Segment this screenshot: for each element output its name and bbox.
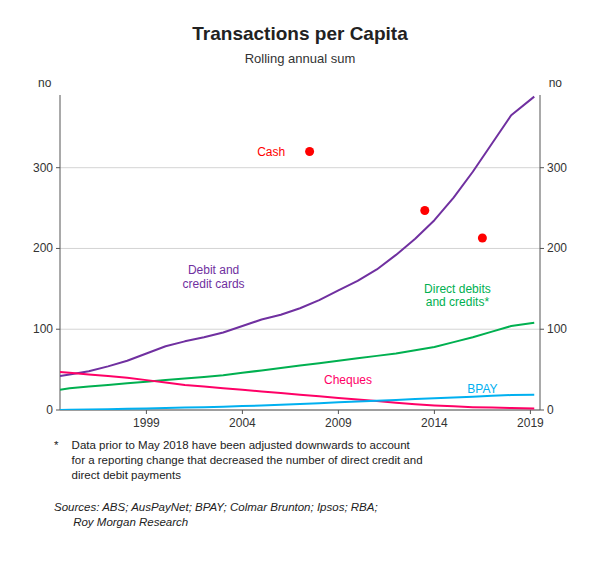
y2-tick-label: 100 xyxy=(547,322,567,336)
x-tick xyxy=(242,410,243,414)
y2-axis-label: no xyxy=(549,76,563,90)
plot-area xyxy=(60,97,534,410)
y-tick xyxy=(56,410,60,411)
y2-tick-label: 300 xyxy=(547,161,567,175)
subtitle: Rolling annual sum xyxy=(245,51,356,66)
y2-tick xyxy=(540,410,544,411)
axes: 1999200420092014201901002003000100200300 xyxy=(33,95,567,430)
y-tick xyxy=(56,248,60,249)
y2-tick xyxy=(540,329,544,330)
grid-line xyxy=(60,329,540,330)
series-label: Direct debitsand credits* xyxy=(424,282,491,310)
y-tick xyxy=(56,167,60,168)
y2-tick-label: 200 xyxy=(547,241,567,255)
title: Transactions per Capita xyxy=(192,23,408,44)
x-tick-label: 2019 xyxy=(517,416,544,430)
series-label: Cash xyxy=(257,145,285,159)
x-tick xyxy=(146,410,147,414)
x-tick-label: 2004 xyxy=(229,416,256,430)
footnote: Data prior to May 2018 have been adjuste… xyxy=(62,438,423,483)
footnote-star: * xyxy=(54,438,58,453)
x-tick xyxy=(434,410,435,414)
series-line xyxy=(60,372,534,408)
series-label-line: Cheques xyxy=(324,373,372,387)
series-label: Debit andcredit cards xyxy=(183,263,245,291)
series-labels: Debit andcredit cards Direct debitsand cr… xyxy=(183,145,498,396)
cash-dot xyxy=(420,206,429,215)
chart-container: Transactions per Capita Rolling annual su… xyxy=(0,0,600,582)
series-label: Cheques xyxy=(324,373,372,387)
y-tick-label: 100 xyxy=(33,322,53,336)
x-tick-label: 1999 xyxy=(133,416,160,430)
cash-dot xyxy=(478,233,487,242)
series-label-line: BPAY xyxy=(467,382,497,396)
series-line xyxy=(60,323,534,390)
x-tick-label: 2014 xyxy=(421,416,448,430)
chart: Transactions per Capita Rolling annual su… xyxy=(0,0,600,582)
series-line xyxy=(60,395,534,410)
series-label: BPAY xyxy=(467,382,497,396)
series-label-line: Direct debits xyxy=(424,282,491,296)
y2-tick xyxy=(540,248,544,249)
series-label-line: and credits* xyxy=(426,295,490,309)
series-label-line: Debit and xyxy=(188,263,239,277)
y-axis-line xyxy=(60,95,61,410)
y-tick-label: 0 xyxy=(46,403,53,417)
grid-line xyxy=(60,248,540,249)
y2-tick-label: 0 xyxy=(547,403,554,417)
series-line xyxy=(60,97,534,376)
y-tick xyxy=(56,329,60,330)
x-tick xyxy=(530,410,531,414)
y2-tick xyxy=(540,167,544,168)
y-tick-label: 300 xyxy=(33,161,53,175)
grid xyxy=(60,168,540,410)
y-axis-label: no xyxy=(38,76,52,90)
x-tick-label: 2009 xyxy=(325,416,352,430)
y-tick-label: 200 xyxy=(33,241,53,255)
y2-axis-line xyxy=(540,95,541,410)
series-label-line: Cash xyxy=(257,145,285,159)
series-label-line: credit cards xyxy=(183,277,245,291)
sources: Sources: ABS; AusPayNet; BPAY; Colmar Br… xyxy=(54,500,378,530)
grid-line xyxy=(60,167,540,168)
cash-dot xyxy=(305,147,314,156)
x-tick xyxy=(338,410,339,414)
